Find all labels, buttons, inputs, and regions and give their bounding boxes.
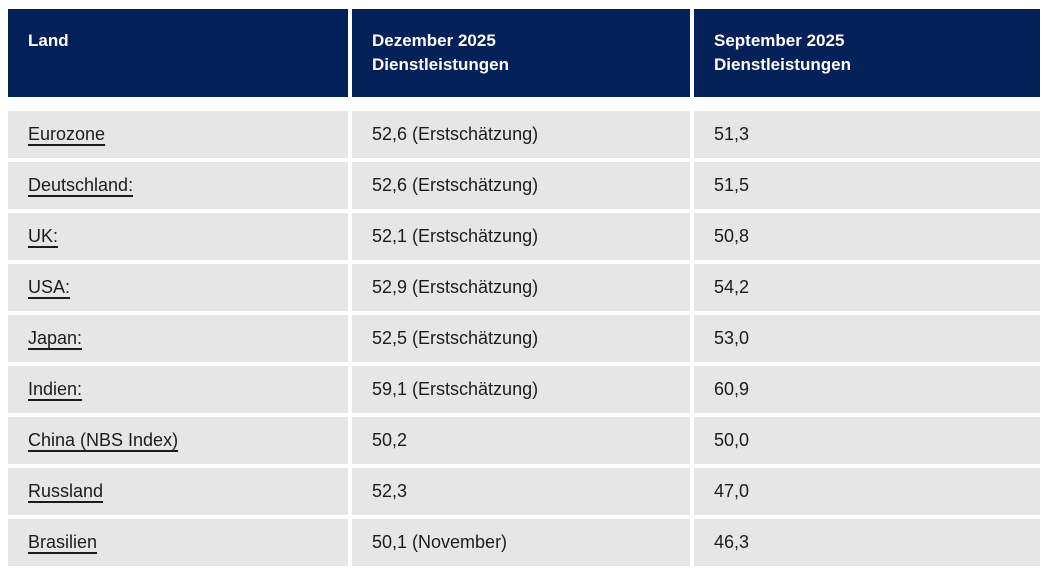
- cell-land: Eurozone: [8, 111, 348, 158]
- cell-september-value: 47,0: [694, 468, 1040, 515]
- cell-dezember-value: 52,1 (Erstschätzung): [352, 213, 690, 260]
- country-link[interactable]: Japan:: [28, 328, 83, 348]
- cell-land: UK:: [8, 213, 348, 260]
- cell-dezember-value: 50,1 (November): [352, 519, 690, 566]
- cell-land: Russland: [8, 468, 348, 515]
- cell-september-value: 51,5: [694, 162, 1040, 209]
- table-row: China (NBS Index) 50,2 50,0: [8, 417, 1040, 464]
- cell-dezember-value: 52,6 (Erstschätzung): [352, 162, 690, 209]
- cell-september-value: 50,8: [694, 213, 1040, 260]
- table-row: Indien: 59,1 (Erstschätzung) 60,9: [8, 366, 1040, 413]
- cell-land: Brasilien: [8, 519, 348, 566]
- country-link[interactable]: Russland: [28, 481, 104, 501]
- cell-september-value: 60,9: [694, 366, 1040, 413]
- cell-dezember-value: 52,6 (Erstschätzung): [352, 111, 690, 158]
- header-label-september-line1: September 2025: [714, 31, 845, 50]
- table-row: UK: 52,1 (Erstschätzung) 50,8: [8, 213, 1040, 260]
- header-cell-dezember: Dezember 2025 Dienstleistungen: [352, 9, 690, 97]
- header-cell-september: September 2025 Dienstleistungen: [694, 9, 1040, 97]
- table-row: Brasilien 50,1 (November) 46,3: [8, 519, 1040, 566]
- country-link[interactable]: USA:: [28, 277, 71, 297]
- table-row: Eurozone 52,6 (Erstschätzung) 51,3: [8, 111, 1040, 158]
- header-label-dezember-line1: Dezember 2025: [372, 31, 496, 50]
- table-row: USA: 52,9 (Erstschätzung) 54,2: [8, 264, 1040, 311]
- country-link[interactable]: UK:: [28, 226, 59, 246]
- pmi-services-table: Land Dezember 2025 Dienstleistungen Sept…: [8, 9, 1040, 566]
- country-link[interactable]: Deutschland:: [28, 175, 134, 195]
- cell-land: Deutschland:: [8, 162, 348, 209]
- cell-september-value: 51,3: [694, 111, 1040, 158]
- table-row: Japan: 52,5 (Erstschätzung) 53,0: [8, 315, 1040, 362]
- cell-september-value: 54,2: [694, 264, 1040, 311]
- table-row: Russland 52,3 47,0: [8, 468, 1040, 515]
- cell-land: Japan:: [8, 315, 348, 362]
- cell-dezember-value: 52,9 (Erstschätzung): [352, 264, 690, 311]
- country-link[interactable]: Indien:: [28, 379, 83, 399]
- header-label-land: Land: [28, 31, 69, 50]
- cell-september-value: 53,0: [694, 315, 1040, 362]
- cell-september-value: 46,3: [694, 519, 1040, 566]
- cell-land: USA:: [8, 264, 348, 311]
- cell-land: China (NBS Index): [8, 417, 348, 464]
- header-label-september-line2: Dienstleistungen: [714, 55, 851, 74]
- cell-dezember-value: 52,5 (Erstschätzung): [352, 315, 690, 362]
- cell-september-value: 50,0: [694, 417, 1040, 464]
- table-row: Deutschland: 52,6 (Erstschätzung) 51,5: [8, 162, 1040, 209]
- cell-dezember-value: 52,3: [352, 468, 690, 515]
- table-header: Land Dezember 2025 Dienstleistungen Sept…: [8, 9, 1040, 97]
- cell-dezember-value: 59,1 (Erstschätzung): [352, 366, 690, 413]
- country-link[interactable]: Eurozone: [28, 124, 106, 144]
- country-link[interactable]: China (NBS Index): [28, 430, 179, 450]
- cell-dezember-value: 50,2: [352, 417, 690, 464]
- header-cell-land: Land: [8, 9, 348, 97]
- country-link[interactable]: Brasilien: [28, 532, 98, 552]
- cell-land: Indien:: [8, 366, 348, 413]
- header-label-dezember-line2: Dienstleistungen: [372, 55, 509, 74]
- table-body: Eurozone 52,6 (Erstschätzung) 51,3 Deuts…: [8, 111, 1040, 566]
